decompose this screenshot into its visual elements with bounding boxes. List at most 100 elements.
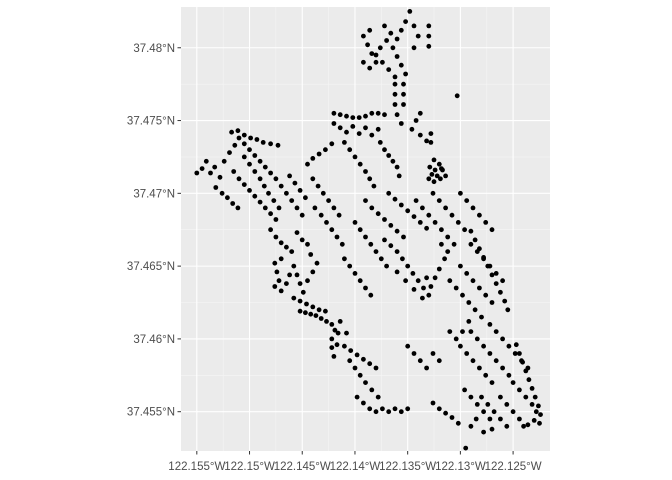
data-point: [357, 161, 363, 167]
data-point: [235, 205, 241, 211]
data-point: [426, 292, 432, 298]
data-point: [513, 342, 519, 348]
data-point: [417, 358, 423, 364]
data-point: [284, 281, 289, 286]
data-point: [344, 330, 349, 336]
data-point: [426, 212, 432, 218]
data-point: [498, 289, 503, 295]
data-point: [329, 345, 335, 350]
data-point: [394, 269, 400, 275]
data-point: [405, 343, 411, 349]
data-point: [431, 179, 437, 185]
data-point: [308, 311, 314, 317]
data-point: [289, 249, 295, 255]
data-point: [375, 110, 381, 116]
data-point: [361, 400, 366, 406]
data-point: [517, 351, 522, 356]
data-point: [375, 394, 381, 400]
data-point: [396, 173, 402, 179]
data-point: [426, 43, 432, 49]
data-point: [318, 316, 324, 321]
data-point: [314, 260, 320, 266]
minor-grid-lines: [181, 7, 550, 451]
data-point: [386, 190, 392, 196]
data-point: [235, 128, 241, 134]
data-point: [463, 445, 469, 451]
data-point: [386, 67, 392, 72]
data-point: [489, 426, 495, 432]
data-point: [199, 166, 205, 172]
data-point: [284, 244, 289, 250]
y-tick-label: 37.475°N: [127, 116, 175, 128]
data-point: [474, 336, 480, 342]
data-point: [401, 91, 406, 97]
data-point: [458, 190, 463, 196]
data-point: [294, 205, 300, 211]
data-point: [426, 176, 432, 182]
data-point: [363, 113, 368, 119]
data-point: [365, 42, 370, 48]
data-point: [470, 278, 476, 284]
data-point: [231, 169, 237, 174]
data-point: [386, 153, 392, 158]
data-point: [337, 125, 343, 131]
data-point: [460, 292, 465, 298]
data-point: [257, 176, 263, 182]
data-point: [432, 220, 438, 225]
data-point: [429, 172, 435, 177]
data-point: [212, 164, 218, 170]
data-point: [430, 190, 436, 196]
data-point: [398, 202, 404, 208]
data-point: [455, 420, 461, 426]
data-point: [247, 161, 252, 167]
data-point: [373, 249, 379, 255]
data-point: [479, 314, 484, 320]
data-point: [273, 176, 279, 182]
data-point: [436, 406, 442, 412]
data-point: [257, 199, 263, 205]
data-point: [287, 272, 292, 278]
data-point: [477, 365, 482, 371]
data-point: [356, 115, 362, 120]
data-point: [278, 288, 284, 294]
data-point: [313, 313, 319, 318]
data-point: [477, 285, 482, 291]
data-point: [380, 406, 385, 412]
data-point: [348, 348, 354, 353]
data-point: [472, 307, 478, 313]
data-point: [357, 372, 363, 378]
data-point: [331, 121, 337, 126]
data-point: [369, 387, 375, 393]
data-point: [335, 330, 341, 336]
data-point: [474, 402, 480, 407]
data-point: [500, 365, 505, 371]
data-point: [468, 228, 474, 234]
data-point: [439, 241, 444, 247]
data-point: [443, 173, 448, 179]
data-point: [436, 161, 442, 167]
data-point: [229, 129, 235, 135]
data-point: [299, 212, 305, 218]
data-point: [367, 65, 373, 71]
data-point: [481, 409, 486, 415]
data-point: [464, 271, 470, 276]
x-axis: 122.155°W 122.15°W 122.145°W 122.14°W 12…: [168, 451, 542, 473]
data-point: [411, 45, 417, 51]
data-point: [297, 281, 303, 286]
data-point: [394, 164, 400, 170]
data-point: [483, 220, 489, 225]
data-point: [382, 112, 387, 118]
data-point: [331, 110, 337, 116]
data-point: [386, 409, 392, 415]
data-point: [500, 336, 505, 342]
data-point: [400, 256, 405, 262]
data-point: [498, 394, 503, 400]
data-point: [252, 193, 258, 199]
data-point: [533, 409, 539, 415]
data-point: [241, 154, 247, 160]
data-point: [247, 147, 252, 153]
data-point: [352, 271, 358, 276]
data-point: [278, 256, 284, 262]
data-point: [268, 211, 273, 217]
